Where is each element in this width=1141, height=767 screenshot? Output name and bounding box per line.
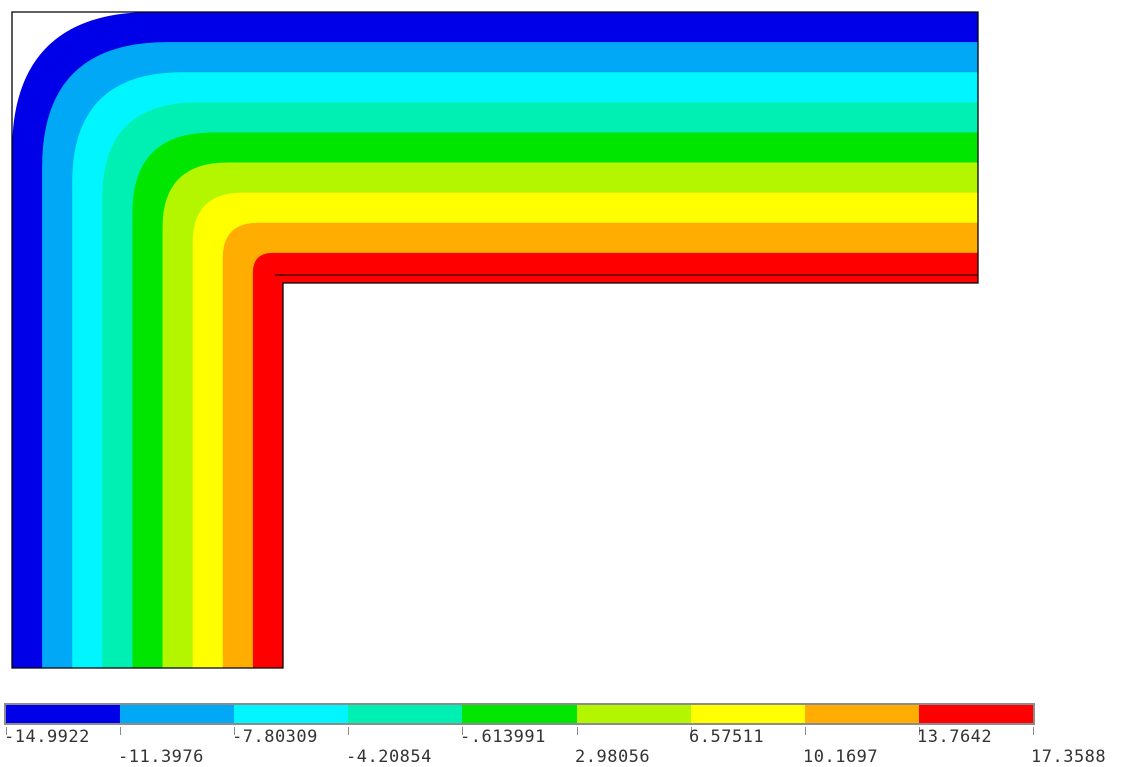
legend-swatch-3	[234, 705, 349, 723]
legend-tick-label: 2.98056	[575, 747, 651, 767]
legend-tick-label: -.613991	[460, 727, 546, 747]
legend-tick-mark	[462, 727, 463, 735]
legend-tick-mark	[348, 727, 349, 735]
legend-tick-label: -11.3976	[118, 747, 204, 767]
legend-tick-label: 10.1697	[803, 747, 879, 767]
legend-tick-mark	[805, 727, 806, 735]
legend-tick-label: -7.80309	[232, 727, 318, 747]
cutout-region	[283, 283, 1141, 700]
legend-swatch-1	[6, 705, 121, 723]
legend-tick-label: -14.9922	[4, 727, 90, 747]
legend-tick-label: -4.20854	[346, 747, 432, 767]
legend-tick-mark	[234, 727, 235, 735]
legend-swatch-8	[804, 705, 919, 723]
legend-tick-label: 17.3588	[1031, 747, 1107, 767]
legend-tick-mark	[6, 727, 7, 735]
legend-swatch-9	[918, 705, 1033, 723]
legend-swatch-4	[348, 705, 463, 723]
legend-swatch-6	[576, 705, 691, 723]
contour-plot	[11, 11, 1141, 700]
model-outline	[11, 11, 979, 669]
legend-tick-mark	[919, 727, 920, 735]
legend-tick-label: 13.7642	[917, 727, 993, 747]
legend-swatch-7	[690, 705, 805, 723]
contour-bands	[12, 12, 1141, 700]
legend-swatch-2	[120, 705, 235, 723]
legend-tick-label: 6.57511	[689, 727, 765, 747]
legend-swatch-5	[462, 705, 577, 723]
legend-tick-mark	[1033, 727, 1034, 735]
legend-tick-mark	[577, 727, 578, 735]
legend-tick-mark	[691, 727, 692, 735]
color-legend: -14.9922 -11.3976 -7.80309 -4.20854 -.613991…	[0, 700, 1141, 767]
legend-tick-mark	[120, 727, 121, 735]
legend-color-bar	[4, 703, 1035, 725]
